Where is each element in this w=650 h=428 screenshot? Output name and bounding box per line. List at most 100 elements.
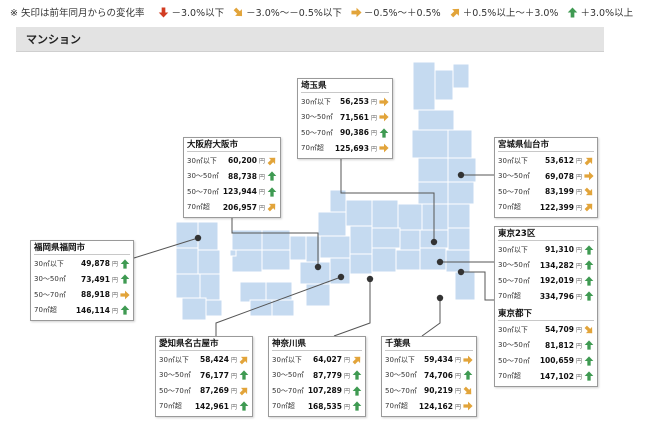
arrow-right-icon: [584, 171, 594, 181]
yen-unit: 円: [343, 372, 350, 380]
arrow-right-icon: [379, 143, 389, 153]
rent-value: 90,219: [424, 386, 453, 396]
size-label: 50～70㎡: [498, 356, 530, 365]
yen-unit: 円: [370, 145, 377, 153]
size-label: 70㎡超: [498, 292, 521, 301]
price-row: 50～70㎡ 90,219 円: [385, 383, 473, 399]
size-label: 30㎡以下: [498, 325, 528, 334]
rent-value: 125,693: [334, 143, 369, 153]
size-label: 30～50㎡: [498, 172, 530, 181]
arrow-up-green-icon: [352, 401, 362, 411]
dot-kanagawa: [366, 275, 374, 283]
size-label: 30～50㎡: [159, 371, 191, 380]
region-title: 神奈川県: [272, 337, 362, 351]
size-label: 50～70㎡: [187, 187, 219, 196]
price-row: 30～50㎡ 73,491 円: [34, 272, 130, 288]
yen-unit: 円: [454, 388, 461, 396]
yen-unit: 円: [111, 307, 118, 315]
connector-chiba: [421, 298, 441, 337]
price-row: 30㎡以下 53,612 円: [498, 153, 594, 169]
dot-fukuoka: [194, 234, 202, 242]
price-row: 50～70㎡ 83,199 円: [498, 184, 594, 200]
rent-value: 87,779: [313, 370, 342, 380]
price-row: 30㎡以下 54,709 円: [498, 322, 594, 338]
yen-unit: 円: [575, 189, 582, 197]
rent-value: 124,162: [418, 401, 453, 411]
rent-value: 64,027: [313, 355, 342, 365]
arrow-up-green-icon: [584, 291, 594, 301]
rent-value: 90,386: [340, 128, 369, 138]
arrow-up-green-icon: [584, 340, 594, 350]
rent-value: 334,796: [539, 291, 574, 301]
yen-unit: 円: [230, 357, 237, 365]
price-row: 70㎡超 146,114 円: [34, 303, 130, 319]
yen-unit: 円: [230, 388, 237, 396]
yen-unit: 円: [575, 247, 582, 255]
legend-item-down-right: －3.0%～－0.5%以下: [233, 5, 342, 19]
yen-unit: 円: [370, 114, 377, 122]
arrow-right-icon: [351, 7, 362, 18]
rent-value: 123,944: [222, 187, 257, 197]
rent-value: 168,535: [307, 401, 342, 411]
rent-value: 76,177: [200, 370, 229, 380]
size-label: 30～50㎡: [301, 113, 333, 122]
price-row: 50～70㎡ 100,659 円: [498, 353, 594, 369]
region-title: 埼玉県: [301, 79, 389, 93]
yen-unit: 円: [370, 130, 377, 138]
arrow-up-right-icon: [450, 7, 461, 18]
yen-unit: 円: [575, 158, 582, 166]
region-title-tokyo-other: 東京都下: [498, 307, 594, 321]
yen-unit: 円: [575, 358, 582, 366]
rent-value: 142,961: [194, 401, 229, 411]
rent-value: 69,078: [545, 171, 574, 181]
region-card-osaka: 大阪府大阪市 30㎡以下 60,200 円 30～50㎡ 88,738 円 50～70㎡ 12…: [183, 137, 281, 218]
dot-tokyo-other: [457, 268, 465, 276]
arrow-up-right-icon: [239, 355, 249, 365]
arrow-down-red-icon: [158, 6, 169, 18]
legend: ※ 矢印は前年同月からの変化率 －3.0%以下 －3.0%～－0.5%以下 －0…: [10, 4, 642, 20]
yen-unit: 円: [230, 372, 237, 380]
arrow-up-green-icon: [239, 370, 249, 380]
size-label: 50～70㎡: [498, 276, 530, 285]
price-row: 50～70㎡ 107,289 円: [272, 383, 362, 399]
size-label: 70㎡超: [301, 144, 324, 153]
region-card-saitama: 埼玉県 30㎡以下 56,253 円 30～50㎡ 71,561 円 50～70㎡ 90,38…: [297, 78, 393, 159]
arrow-up-green-icon: [584, 260, 594, 270]
size-label: 70㎡超: [187, 203, 210, 212]
price-row: 30～50㎡ 69,078 円: [498, 169, 594, 185]
arrow-up-green-icon: [352, 370, 362, 380]
dot-nagoya: [337, 273, 345, 281]
location-dots: [194, 171, 465, 302]
price-row: 50～70㎡ 192,019 円: [498, 273, 594, 289]
price-row: 30㎡以下 91,310 円: [498, 242, 594, 258]
land-hokkaido: [412, 61, 436, 111]
region-title: 千葉県: [385, 337, 473, 351]
arrow-up-right-icon: [352, 355, 362, 365]
rent-value: 122,399: [539, 202, 574, 212]
connector-kanagawa: [333, 279, 371, 337]
arrow-up-green-icon: [463, 370, 473, 380]
legend-item-up: ＋3.0%以上: [567, 5, 633, 19]
region-card-chiba: 千葉県 30㎡以下 59,434 円 30～50㎡ 74,706 円 50～70㎡ 90,21…: [381, 336, 477, 417]
size-label: 70㎡超: [159, 402, 182, 411]
rent-value: 147,102: [539, 371, 574, 381]
rent-value: 49,878: [81, 259, 110, 269]
price-row: 30～50㎡ 74,706 円: [385, 368, 473, 384]
price-row: 30～50㎡ 81,812 円: [498, 338, 594, 354]
price-row: 30㎡以下 60,200 円: [187, 153, 277, 169]
legend-item-down: －3.0%以下: [158, 5, 224, 19]
size-label: 50～70㎡: [498, 187, 530, 196]
yen-unit: 円: [575, 278, 582, 286]
price-row: 30㎡以下 59,434 円: [385, 352, 473, 368]
price-row: 30㎡以下 58,424 円: [159, 352, 249, 368]
region-card-fukuoka: 福岡県福岡市 30㎡以下 49,878 円 30～50㎡ 73,491 円 50～70㎡ 88…: [30, 240, 134, 321]
arrow-up-right-icon: [239, 386, 249, 396]
price-row: 50～70㎡ 88,918 円: [34, 287, 130, 303]
rent-value: 87,269: [200, 386, 229, 396]
arrow-up-green-icon: [120, 259, 130, 269]
size-label: 70㎡超: [498, 372, 521, 381]
price-row: 30㎡以下 64,027 円: [272, 352, 362, 368]
yen-unit: 円: [575, 173, 582, 181]
size-label: 30～50㎡: [272, 371, 304, 380]
